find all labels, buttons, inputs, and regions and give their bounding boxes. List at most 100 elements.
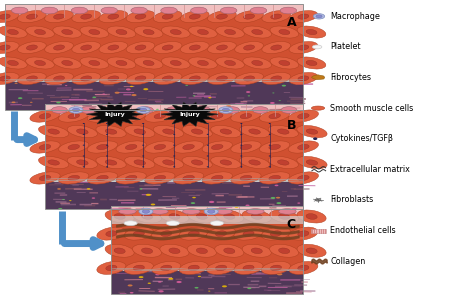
Ellipse shape [194,287,199,289]
Ellipse shape [83,155,85,157]
Ellipse shape [298,175,309,181]
Ellipse shape [252,60,263,66]
Ellipse shape [80,57,109,69]
Ellipse shape [252,29,263,35]
Ellipse shape [45,72,73,84]
Ellipse shape [142,145,144,146]
Ellipse shape [207,145,209,146]
Ellipse shape [83,123,85,124]
Ellipse shape [192,197,196,198]
Ellipse shape [153,125,183,138]
Ellipse shape [198,276,201,277]
Ellipse shape [197,60,209,66]
Ellipse shape [15,83,18,84]
Ellipse shape [81,45,91,50]
Ellipse shape [73,108,80,112]
Ellipse shape [297,125,327,138]
Ellipse shape [30,141,60,153]
Ellipse shape [26,26,55,38]
Ellipse shape [182,157,212,169]
FancyBboxPatch shape [45,178,303,182]
Ellipse shape [191,271,197,273]
Ellipse shape [169,214,180,219]
Ellipse shape [101,7,118,14]
Ellipse shape [131,94,137,96]
Ellipse shape [297,244,326,257]
Ellipse shape [69,200,72,201]
Ellipse shape [277,160,289,165]
Ellipse shape [240,166,242,167]
Ellipse shape [116,172,146,184]
Ellipse shape [87,172,118,184]
Ellipse shape [8,60,18,66]
Ellipse shape [260,172,290,184]
Ellipse shape [125,113,137,119]
Ellipse shape [298,14,309,19]
Ellipse shape [99,72,128,84]
Ellipse shape [216,231,227,236]
Polygon shape [161,102,218,127]
Ellipse shape [246,209,264,214]
Ellipse shape [128,285,133,287]
Ellipse shape [116,141,146,153]
Ellipse shape [8,29,18,35]
FancyBboxPatch shape [111,206,303,217]
Ellipse shape [219,107,233,113]
Ellipse shape [316,15,322,18]
Ellipse shape [244,14,255,19]
Ellipse shape [53,26,82,38]
Ellipse shape [126,11,155,23]
FancyBboxPatch shape [45,182,303,209]
Ellipse shape [125,125,155,138]
Ellipse shape [211,125,241,138]
Ellipse shape [173,155,175,157]
Ellipse shape [38,157,69,169]
Ellipse shape [182,209,200,214]
Ellipse shape [166,107,182,113]
Ellipse shape [0,42,19,53]
Ellipse shape [279,100,281,101]
Ellipse shape [126,42,155,53]
Ellipse shape [244,45,255,50]
Ellipse shape [168,278,173,280]
Ellipse shape [114,248,125,254]
Ellipse shape [234,227,263,240]
Ellipse shape [62,199,64,200]
Ellipse shape [262,72,291,84]
Ellipse shape [289,11,318,23]
Ellipse shape [270,57,299,69]
Ellipse shape [188,231,199,236]
Ellipse shape [231,110,261,122]
Ellipse shape [35,60,46,66]
Ellipse shape [97,113,108,119]
Ellipse shape [126,72,155,84]
Ellipse shape [269,155,271,157]
Ellipse shape [54,76,64,81]
Ellipse shape [35,29,46,35]
Ellipse shape [83,166,85,167]
Ellipse shape [18,72,46,84]
Ellipse shape [169,248,180,254]
Ellipse shape [243,231,254,236]
Ellipse shape [196,248,208,254]
Ellipse shape [209,201,214,203]
Ellipse shape [0,72,19,84]
Ellipse shape [99,11,128,23]
Ellipse shape [106,145,108,146]
Ellipse shape [162,14,173,19]
Ellipse shape [58,208,62,210]
Ellipse shape [243,26,272,38]
Ellipse shape [240,134,242,135]
Ellipse shape [179,227,208,240]
Ellipse shape [136,107,150,113]
Ellipse shape [173,172,204,184]
Ellipse shape [143,88,148,90]
Ellipse shape [118,209,136,214]
Ellipse shape [62,29,73,35]
Ellipse shape [160,244,189,257]
FancyBboxPatch shape [311,229,326,233]
Ellipse shape [80,107,96,113]
Polygon shape [86,102,143,127]
Ellipse shape [139,208,153,215]
Ellipse shape [215,244,244,257]
